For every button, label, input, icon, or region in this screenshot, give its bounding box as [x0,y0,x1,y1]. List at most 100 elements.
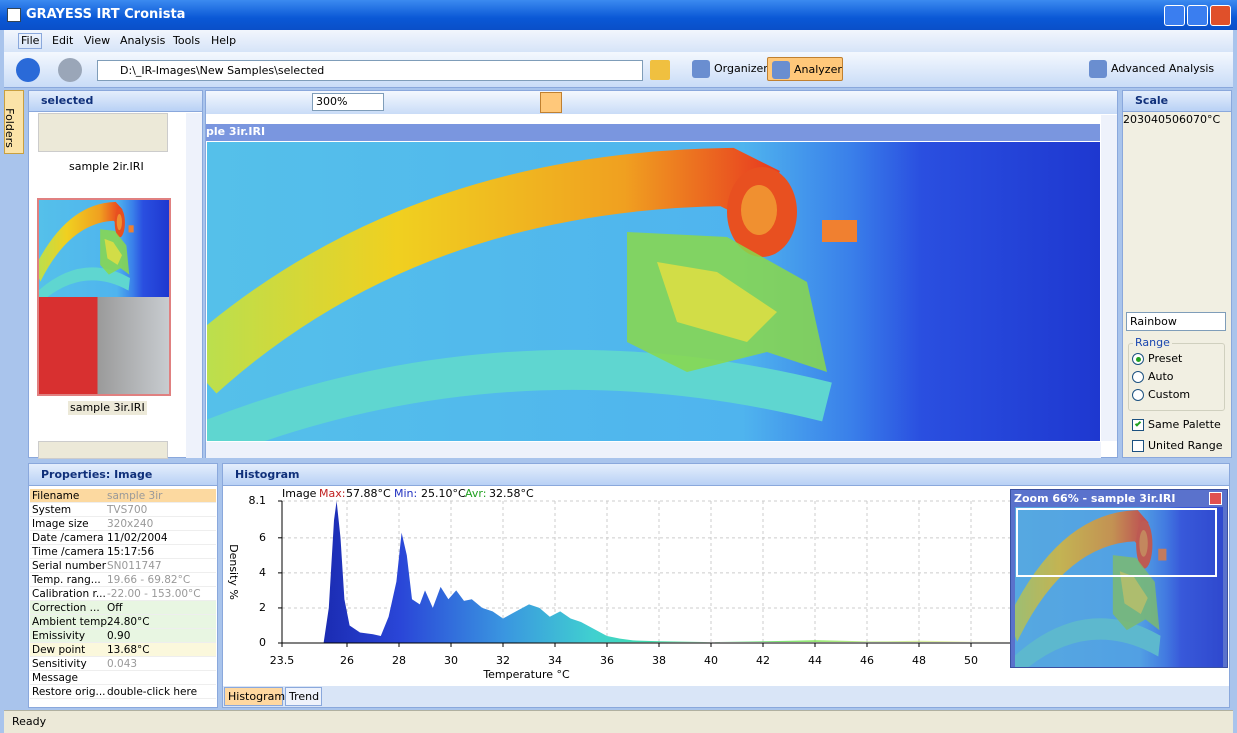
radio-button[interactable] [1132,389,1144,401]
property-row[interactable]: Dew point 13.68°C [30,643,216,657]
thumbnail-photo [39,297,169,394]
folder-up-button[interactable] [650,60,670,80]
address-text: D:\_IR-Images\New Samples\selected [120,64,325,77]
property-row[interactable]: Emissivity 0.90 [30,629,216,643]
thumbnail[interactable] [37,198,171,396]
image-panel: 300% ple 3ir.IRI [205,90,1118,458]
tab-label: Histogram [228,690,286,703]
property-key: Image size [32,518,89,530]
radio-dot [1136,357,1141,362]
back-button[interactable] [16,58,40,82]
checkbox[interactable] [1132,440,1144,452]
radio-button[interactable] [1132,371,1144,383]
image-title: ple 3ir.IRI [206,125,266,138]
thumbnail-label[interactable]: sample 3ir.IRI [68,401,147,415]
property-row[interactable]: Time /camera 15:17:56 [30,545,216,559]
radio-label: Preset [1148,352,1183,365]
property-row[interactable]: Image size 320x240 [30,517,216,531]
property-key: Correction ... [32,602,100,614]
toolbar-button[interactable]: Advanced Analysis [1085,57,1214,81]
menu-item[interactable]: Analysis [120,34,166,47]
property-value: double-click here [107,686,198,698]
menu-item[interactable]: View [84,34,111,47]
zoom-value: 300% [316,95,348,108]
property-row[interactable]: Serial number SN011747 [30,559,216,573]
property-key: Sensitivity [32,658,87,670]
colorbar-tick-label: 70 [1193,113,1207,126]
zoom-title: Zoom 66% - sample 3ir.IRI [1014,492,1176,505]
property-key: Message [32,672,79,684]
property-value: 0.90 [107,630,131,642]
tab[interactable]: Trend [285,687,322,706]
zoom-box[interactable]: 300% [312,93,384,111]
thumbnail[interactable] [38,441,168,459]
menu-item[interactable]: Help [211,34,237,47]
property-row[interactable]: Message [30,671,216,685]
checkbox-label: Same Palette [1148,418,1221,431]
folders-tab-label: Folders [2,108,16,148]
property-value: TVS700 [107,504,148,516]
property-key: Serial number [32,560,107,572]
zoom-close[interactable] [1209,492,1222,505]
close-button[interactable] [1210,5,1231,26]
palette-dropdown[interactable]: Rainbow [1126,312,1226,331]
colorbar-unit: °C [1207,113,1221,126]
property-value: SN011747 [107,560,162,572]
panel-title: Properties: Image [41,468,153,481]
colorbar-tick-label: 20 [1123,113,1137,126]
toolbar-button[interactable]: Analyzer [767,57,843,81]
property-row[interactable]: Restore orig... double-click here [30,685,216,699]
colorbar: 203040506070°C [1123,113,1220,126]
property-value: sample 3ir [107,490,163,502]
tab[interactable]: Histogram [224,687,286,706]
property-key: Date /camera [32,532,104,544]
property-value: 0.043 [107,658,138,670]
range-title: Range [1133,336,1172,350]
property-row[interactable]: Sensitivity 0.043 [30,657,216,671]
image-title-bar: ple 3ir.IRI [206,124,1100,141]
select-tool[interactable] [540,92,562,113]
toolbar-button-icon [692,60,710,78]
zoom-image [1015,507,1223,667]
horizontal-scrollbar[interactable] [206,442,1101,458]
panel-header: Histogram [223,464,1229,486]
property-key: System [32,504,72,516]
toolbar-button[interactable]: Organizer [688,57,768,81]
property-key: Calibration r... [32,588,106,600]
property-row[interactable]: Calibration r... -22.00 - 153.00°C [30,587,216,601]
thumbnail-label[interactable]: sample 2ir.IRI [69,160,144,173]
thermal-image[interactable] [207,142,1100,441]
tab-strip: Histogram Trend [223,686,1229,707]
property-row[interactable]: Temp. rang... 19.66 - 69.82°C [30,573,216,587]
toolbar-button-label: Organizer [714,62,768,75]
maximize-button[interactable] [1187,5,1208,26]
checkbox[interactable] [1132,419,1144,431]
menu-item[interactable]: Edit [52,34,74,47]
property-value: 13.68°C [107,644,150,656]
property-row[interactable]: Date /camera 11/02/2004 [30,531,216,545]
toolbar-button-icon [772,61,790,79]
folders-tab[interactable]: Folders [2,90,24,154]
vertical-scrollbar[interactable] [1101,115,1117,441]
thumbnail[interactable] [38,113,168,152]
property-value: 19.66 - 69.82°C [107,574,191,586]
forward-button[interactable] [58,58,82,82]
palette-name: Rainbow [1130,315,1177,328]
property-row[interactable]: Correction ... Off [30,601,216,615]
checkbox-label: United Range [1148,439,1223,452]
property-row[interactable]: Filename sample 3ir [30,489,216,503]
toolbar-button-label: Analyzer [794,63,842,76]
address-box[interactable]: D:\_IR-Images\New Samples\selected [97,60,643,81]
property-value: -22.00 - 153.00°C [107,588,201,600]
minimize-button[interactable] [1164,5,1185,26]
status-bar: Ready [4,710,1233,733]
panel-header: selected [29,91,202,112]
menu-item[interactable]: File [18,33,43,49]
menu-item[interactable]: Tools [173,34,201,47]
property-row[interactable]: System TVS700 [30,503,216,517]
main-toolbar: D:\_IR-Images\New Samples\selected Organ… [4,52,1233,88]
scrollbar[interactable] [186,113,202,458]
window-title: GRAYESS IRT Cronista [26,7,186,22]
property-row[interactable]: Ambient temp. 24.80°C [30,615,216,629]
